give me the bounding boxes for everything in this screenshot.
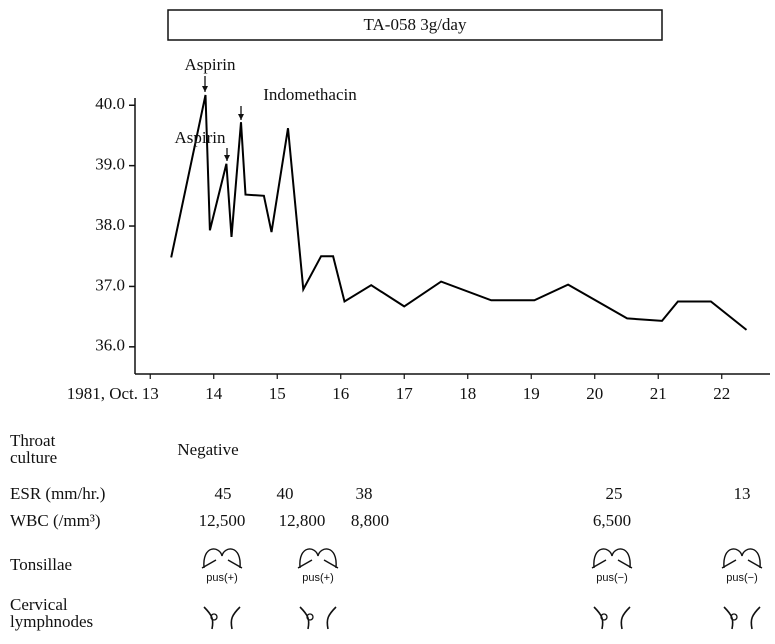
row-label: Throat culture (10, 431, 57, 467)
temperature-line (170, 94, 748, 331)
table-cell: 12,500 (199, 511, 246, 530)
lymphnode-dot (306, 613, 314, 621)
table-cell: 25 (606, 484, 623, 503)
y-tick-label: 39.0 (95, 155, 125, 174)
y-tick-label: 37.0 (95, 275, 125, 294)
chart-title: TA-058 3g/day (364, 15, 467, 34)
title-box (167, 9, 663, 41)
tonsil-label: pus(+) (206, 572, 238, 584)
table-cell: 45 (215, 484, 232, 503)
annotation: Indomethacin (263, 85, 357, 104)
tonsil-label: pus(−) (596, 572, 628, 584)
x-tick-label: 14 (205, 384, 223, 403)
x-tick-label: 17 (396, 384, 414, 403)
y-tick-label: 40.0 (95, 94, 125, 113)
lymphnode-dot (600, 613, 608, 621)
lymphnode-icon (593, 606, 631, 630)
annotation: Aspirin (175, 128, 227, 147)
arrow-head (224, 155, 230, 161)
x-tick-label: 15 (269, 384, 286, 403)
x-tick-label: 19 (523, 384, 540, 403)
table-cell: 6,500 (593, 511, 631, 530)
lymphnode-dot (210, 613, 218, 621)
row-label: Tonsillae (10, 555, 72, 574)
row-label: ESR (mm/hr.) (10, 484, 105, 503)
table-cell: Negative (177, 440, 238, 459)
y-tick-label: 36.0 (95, 336, 125, 355)
lymphnode-icon (299, 606, 337, 630)
annotation: Aspirin (185, 55, 237, 74)
x-tick-label: 21 (650, 384, 667, 403)
tonsil-label: pus(−) (726, 572, 758, 584)
x-tick-label: 18 (459, 384, 476, 403)
tonsil-icon (297, 548, 339, 569)
arrow-head (202, 86, 208, 92)
table-cell: 8,800 (351, 511, 389, 530)
x-axis-label: 1981, Oct. (67, 384, 138, 403)
lymphnode-icon (723, 606, 761, 630)
table-cell: 38 (356, 484, 373, 503)
tonsil-icon (201, 548, 243, 569)
row-label: WBC (/mm³) (10, 511, 101, 530)
x-tick-label: 13 (142, 384, 159, 403)
table-cell: 13 (734, 484, 751, 503)
lymphnode-icon (203, 606, 241, 630)
tonsil-icon (591, 548, 633, 569)
row-label: Cervical lymphnodes (10, 595, 93, 631)
y-tick-label: 38.0 (95, 215, 125, 234)
x-tick-label: 22 (713, 384, 730, 403)
table-cell: 12,800 (279, 511, 326, 530)
x-tick-label: 16 (332, 384, 349, 403)
lymphnode-dot (730, 613, 738, 621)
x-tick-label: 20 (586, 384, 603, 403)
tonsil-label: pus(+) (302, 572, 334, 584)
table-cell: 40 (277, 484, 294, 503)
arrow-head (238, 114, 244, 120)
tonsil-icon (721, 548, 763, 569)
